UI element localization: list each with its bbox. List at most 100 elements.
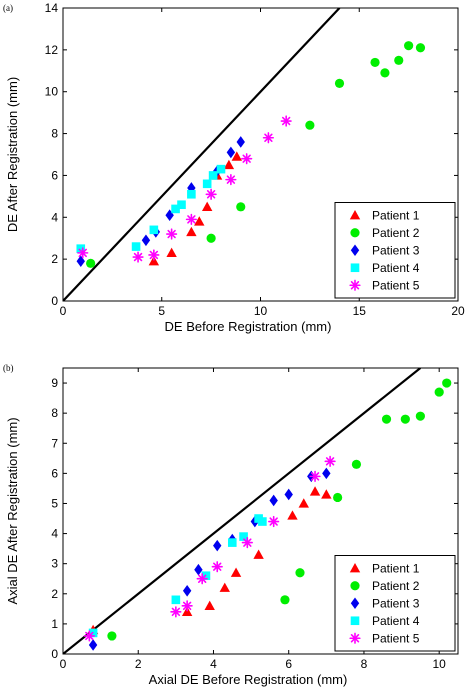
data-point <box>239 532 248 541</box>
data-point-stroke <box>226 175 236 184</box>
data-point <box>166 247 177 258</box>
y-tick-label: 5 <box>51 496 58 510</box>
data-point <box>194 216 205 226</box>
legend-label: Patient 4 <box>372 261 420 275</box>
y-tick-label: 10 <box>45 85 59 99</box>
data-point <box>225 174 237 186</box>
data-point <box>196 573 208 585</box>
y-axis-title: Axial DE After Registration (mm) <box>5 417 20 604</box>
x-tick-label: 4 <box>210 657 217 671</box>
legend-marker <box>350 616 360 626</box>
legend-marker-stroke <box>350 281 360 290</box>
x-tick-label: 8 <box>361 657 368 671</box>
data-point <box>334 78 345 88</box>
data-point <box>132 251 144 263</box>
x-tick-label: 0 <box>60 304 67 318</box>
series-patient-1 <box>87 486 332 635</box>
data-point-stroke <box>85 631 94 641</box>
chart-panel-b: (b) 0 2 4 6 8 10 0 1 2 3 4 5 6 7 8 9 Axial DE Before Regi… <box>3 363 459 687</box>
data-point <box>165 209 174 221</box>
data-point <box>107 631 117 641</box>
data-point <box>201 201 213 211</box>
y-tick-label: 1 <box>51 617 58 631</box>
legend-marker <box>349 210 361 220</box>
data-point <box>400 414 410 424</box>
data-point <box>380 68 390 78</box>
data-point <box>333 492 343 503</box>
data-point <box>442 378 452 388</box>
data-point-stroke <box>264 133 273 142</box>
y-tick-label: 8 <box>51 127 58 141</box>
data-point <box>287 510 298 520</box>
legend: Patient 1 Patient 2 Patient 3 Patient 4 Pati… <box>334 555 456 652</box>
data-point <box>181 600 193 612</box>
data-point <box>223 159 235 170</box>
y-tick-label: 0 <box>51 294 58 308</box>
legend-marker <box>350 244 360 257</box>
data-point <box>208 171 218 180</box>
data-point <box>131 242 141 251</box>
data-point <box>226 146 236 159</box>
data-point <box>177 200 186 210</box>
data-point <box>170 606 182 618</box>
data-point <box>148 256 160 266</box>
y-tick-label: 2 <box>51 587 58 601</box>
data-point <box>321 489 332 499</box>
y-axis-title: DE After Registration (mm) <box>5 77 20 232</box>
x-tick-label: 2 <box>135 657 142 671</box>
data-point <box>309 486 321 496</box>
data-point <box>394 55 404 65</box>
data-point-stroke <box>269 517 278 526</box>
data-point <box>77 247 89 259</box>
data-point <box>187 189 196 199</box>
data-point-stroke <box>182 601 192 611</box>
data-point <box>280 115 292 127</box>
data-point <box>171 204 180 214</box>
y-tick-label: 8 <box>51 406 58 420</box>
data-point <box>186 226 197 237</box>
legend-label: Patient 4 <box>372 614 420 628</box>
series-patient-2 <box>107 378 452 641</box>
data-point <box>231 151 242 161</box>
y-tick-label: 0 <box>51 647 58 661</box>
data-point-stroke <box>213 562 222 571</box>
data-point-stroke <box>281 116 291 126</box>
data-point-stroke <box>149 250 159 260</box>
data-point <box>298 498 309 508</box>
data-point <box>295 568 305 578</box>
data-point <box>258 517 267 526</box>
data-point <box>88 639 98 651</box>
data-point <box>230 567 242 577</box>
data-point <box>236 202 246 212</box>
data-point <box>194 563 203 576</box>
data-point <box>227 538 237 547</box>
data-point <box>86 258 96 268</box>
data-point-stroke <box>171 607 181 617</box>
y-tick-label: 6 <box>51 168 58 182</box>
data-point <box>269 494 278 507</box>
legend-marker <box>350 597 360 610</box>
legend-marker-stroke <box>350 634 360 643</box>
x-tick-label: 10 <box>433 657 447 671</box>
legend-label: Patient 3 <box>372 596 420 610</box>
data-point-stroke <box>242 154 251 163</box>
data-point <box>211 561 223 573</box>
x-axis-title: DE Before Registration (mm) <box>165 319 332 334</box>
legend-marker <box>349 563 361 573</box>
x-tick-label: 15 <box>353 304 367 318</box>
data-point-stroke <box>243 538 252 547</box>
y-tick-label: 4 <box>51 210 58 224</box>
data-point <box>219 582 230 592</box>
data-point <box>171 595 181 605</box>
data-point-stroke <box>197 574 207 583</box>
y-tick-label: 6 <box>51 466 58 480</box>
legend-label: Patient 3 <box>372 243 420 257</box>
x-tick-label: 20 <box>451 304 465 318</box>
y-tick-label: 2 <box>51 252 58 266</box>
data-point <box>415 411 425 421</box>
panel-label: (a) <box>3 3 13 13</box>
series-patient-5 <box>83 455 336 642</box>
data-point <box>149 225 159 235</box>
series-patient-4 <box>76 164 226 253</box>
data-point-stroke <box>310 472 320 481</box>
